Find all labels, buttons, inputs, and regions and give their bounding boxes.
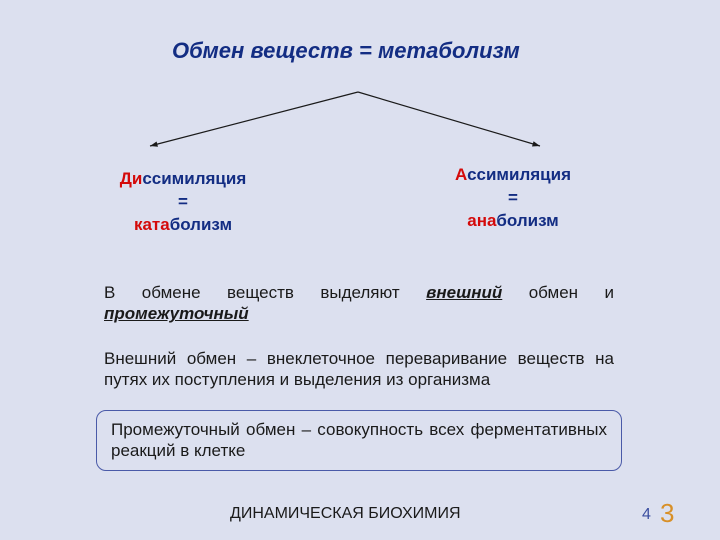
- paragraph-intermediate-box: Промежуточный обмен – совокупность всех …: [96, 410, 622, 471]
- paragraph-external: Внешний обмен – внеклеточное перевариван…: [104, 348, 614, 391]
- footer-title: ДИНАМИЧЕСКАЯ БИОХИМИЯ: [230, 505, 461, 523]
- right-branch-line3: анаболизм: [428, 210, 598, 233]
- para1-t1: В обмене веществ выделяют: [104, 283, 426, 302]
- para1-k1: внешний: [426, 283, 502, 302]
- page-number-blue: 4: [642, 506, 651, 524]
- para1-t2: обмен и: [502, 283, 614, 302]
- right-branch-line1: Ассимиляция: [428, 164, 598, 187]
- left-branch-suffix2: болизм: [170, 215, 232, 234]
- right-branch: Ассимиляция = анаболизм: [428, 164, 598, 233]
- slide: Обмен веществ = метаболизм Диссимиляция …: [0, 0, 720, 540]
- para2-k1: Внешний: [104, 349, 187, 368]
- right-branch-prefix: А: [455, 165, 467, 184]
- paragraph-types: В обмене веществ выделяют внешний обмен …: [104, 282, 614, 325]
- right-branch-prefix2: ана: [467, 211, 496, 230]
- left-branch-line1: Диссимиляция: [98, 168, 268, 191]
- left-branch-suffix: ссимиляция: [142, 169, 246, 188]
- left-branch: Диссимиляция = катаболизм: [98, 168, 268, 237]
- left-branch-prefix: Ди: [120, 169, 143, 188]
- branch-arrows: [130, 86, 560, 156]
- right-branch-suffix2: болизм: [496, 211, 558, 230]
- slide-title: Обмен веществ = метаболизм: [172, 38, 520, 64]
- right-branch-eq: =: [428, 187, 598, 210]
- para3-k1: Промежуточный: [111, 420, 240, 439]
- para1-k2: промежуточный: [104, 304, 249, 323]
- right-branch-suffix: ссимиляция: [467, 165, 571, 184]
- left-branch-line3: катаболизм: [98, 214, 268, 237]
- page-number-orange: 3: [660, 498, 674, 529]
- left-branch-prefix2: ката: [134, 215, 170, 234]
- left-branch-eq: =: [98, 191, 268, 214]
